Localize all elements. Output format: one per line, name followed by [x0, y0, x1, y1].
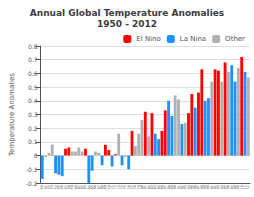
svg-text:Annual Global Temperature Anom: Annual Global Temperature Anomalies: [30, 8, 224, 18]
svg-text:1950 - 2012: 1950 - 2012: [97, 19, 157, 29]
svg-text:88: 88: [166, 185, 171, 190]
svg-text:64: 64: [86, 185, 91, 190]
svg-text:95: 95: [189, 185, 194, 190]
svg-text:0: 0: [34, 152, 38, 159]
svg-text:10: 10: [239, 185, 244, 190]
svg-text:-0.2: -0.2: [26, 180, 38, 187]
svg-text:0.4: 0.4: [28, 97, 38, 104]
svg-text:53: 53: [50, 185, 55, 190]
svg-text:58: 58: [66, 185, 71, 190]
svg-text:69: 69: [103, 185, 108, 190]
svg-text:-0.1: -0.1: [26, 166, 38, 173]
svg-text:99: 99: [203, 185, 208, 190]
svg-text:60: 60: [73, 185, 78, 190]
svg-text:56: 56: [60, 185, 65, 190]
svg-text:05: 05: [223, 185, 228, 190]
svg-text:81: 81: [143, 185, 148, 190]
svg-text:01: 01: [209, 185, 214, 190]
svg-text:91: 91: [176, 185, 181, 190]
svg-text:07: 07: [229, 185, 234, 190]
svg-text:08: 08: [233, 185, 237, 190]
svg-text:03: 03: [216, 185, 221, 190]
svg-text:78: 78: [133, 185, 138, 190]
svg-text:0.2: 0.2: [28, 125, 38, 132]
svg-text:55: 55: [56, 185, 61, 190]
svg-text:83: 83: [150, 185, 154, 190]
svg-text:66: 66: [93, 185, 98, 190]
svg-text:62: 62: [80, 185, 85, 190]
svg-text:59: 59: [70, 185, 75, 190]
svg-text:0.7: 0.7: [28, 56, 38, 63]
svg-text:06: 06: [226, 185, 231, 190]
svg-text:89: 89: [169, 185, 174, 190]
svg-text:76: 76: [126, 185, 131, 190]
svg-text:51: 51: [43, 185, 48, 190]
svg-text:0.5: 0.5: [28, 84, 38, 91]
svg-text:09: 09: [236, 185, 241, 190]
svg-text:Other: Other: [225, 35, 245, 43]
svg-text:50: 50: [40, 185, 45, 190]
svg-text:80: 80: [140, 185, 144, 190]
svg-text:04: 04: [219, 185, 224, 190]
svg-text:75: 75: [123, 185, 128, 190]
svg-text:0.8: 0.8: [28, 43, 38, 50]
svg-text:72: 72: [113, 185, 118, 190]
svg-text:65: 65: [90, 185, 95, 190]
svg-text:92: 92: [179, 185, 184, 190]
svg-text:00: 00: [206, 185, 211, 190]
svg-text:52: 52: [46, 185, 51, 190]
svg-text:93: 93: [183, 185, 188, 190]
svg-text:Temperature Anomalies: Temperature Anomalies: [8, 73, 16, 157]
svg-text:90: 90: [173, 185, 178, 190]
svg-text:86: 86: [159, 185, 164, 190]
svg-text:61: 61: [76, 185, 81, 190]
svg-text:57: 57: [63, 185, 68, 190]
svg-text:La Nina: La Nina: [180, 35, 206, 43]
svg-text:0.3: 0.3: [28, 111, 38, 118]
svg-text:98: 98: [199, 185, 204, 190]
svg-text:74: 74: [120, 185, 124, 190]
svg-text:0.1: 0.1: [28, 138, 38, 145]
svg-text:El Nino: El Nino: [136, 35, 161, 43]
svg-text:12: 12: [246, 185, 250, 189]
svg-text:63: 63: [83, 185, 88, 190]
svg-text:71: 71: [110, 185, 115, 190]
svg-text:97: 97: [196, 185, 201, 190]
svg-text:54: 54: [53, 185, 58, 190]
svg-text:68: 68: [100, 185, 105, 190]
svg-text:84: 84: [153, 185, 158, 190]
svg-text:82: 82: [146, 185, 151, 190]
svg-text:94: 94: [186, 185, 191, 190]
svg-text:85: 85: [156, 185, 161, 190]
svg-text:87: 87: [163, 185, 168, 190]
svg-text:02: 02: [213, 185, 218, 190]
svg-text:70: 70: [106, 185, 111, 190]
svg-text:79: 79: [136, 185, 141, 190]
svg-text:73: 73: [116, 185, 121, 190]
svg-text:11: 11: [243, 185, 247, 190]
svg-text:0.6: 0.6: [28, 70, 38, 77]
svg-text:67: 67: [96, 185, 101, 190]
svg-text:77: 77: [130, 185, 134, 190]
svg-text:96: 96: [193, 185, 198, 190]
